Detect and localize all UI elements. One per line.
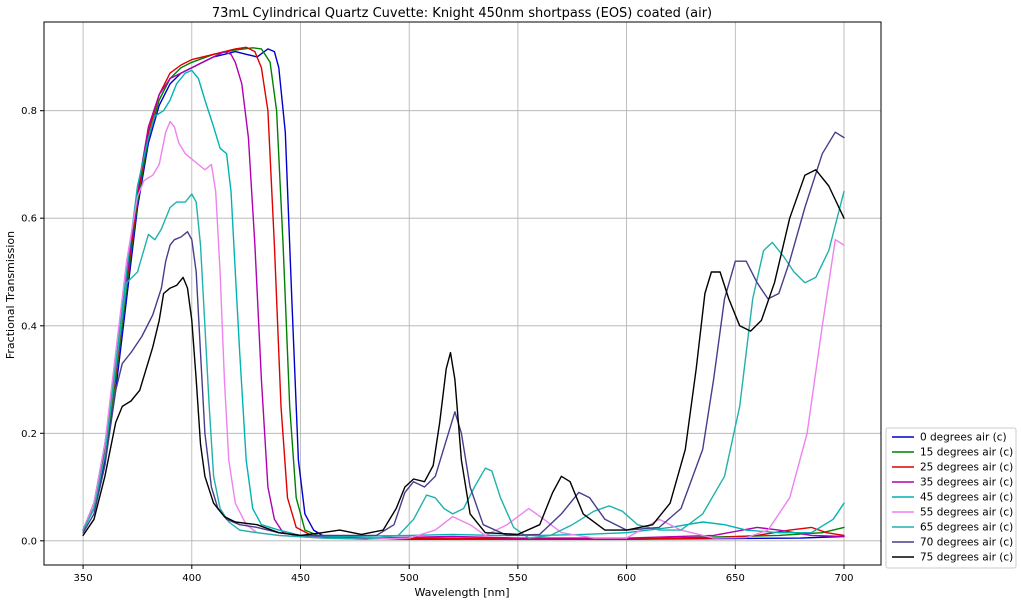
series-layer [82,46,845,540]
legend-label: 0 degrees air (c) [920,432,1007,444]
y-tick-label: 0.0 [21,536,37,547]
x-tick-label: 550 [508,573,527,584]
legend-label: 75 degrees air (c) [920,552,1013,564]
y-tick-label: 0.6 [21,214,37,225]
plot-frame [43,21,882,566]
legend-frame [885,427,1017,569]
grid-layer [44,22,881,565]
x-tick-label: 400 [182,573,201,584]
x-tick-label: 600 [617,573,636,584]
legend-label: 25 degrees air (c) [920,462,1013,474]
chart-title: 73mL Cylindrical Quartz Cuvette: Knight … [212,6,712,21]
legend-label: 15 degrees air (c) [920,447,1013,459]
legend-label: 35 degrees air (c) [920,477,1013,489]
y-tick-label: 0.2 [21,429,37,440]
x-tick-label: 450 [291,573,310,584]
x-tick-label: 350 [74,573,93,584]
series-line-6 [82,190,845,540]
series-line-8 [82,169,845,537]
legend-label: 45 degrees air (c) [920,492,1013,504]
legend: 0 degrees air (c) 15 degrees air (c) 25 de… [885,427,1017,569]
legend-label: 55 degrees air (c) [920,507,1013,519]
legend-label: 70 degrees air (c) [920,537,1013,549]
x-tick-label: 500 [400,573,419,584]
tick-layer: 350 400 450 500 550 600 650 700 0.0 0.2 0.4 0.6 0.8 [21,106,853,584]
x-tick-label: 700 [834,573,853,584]
series-line-4 [82,69,845,538]
series-line-7 [82,131,845,537]
y-axis-label: Fractional Transmission [4,231,17,359]
legend-label: 65 degrees air (c) [920,522,1013,534]
y-tick-label: 0.4 [21,321,37,332]
x-axis-label: Wavelength [nm] [414,586,509,599]
y-tick-label: 0.8 [21,106,37,117]
x-tick-label: 650 [726,573,745,584]
